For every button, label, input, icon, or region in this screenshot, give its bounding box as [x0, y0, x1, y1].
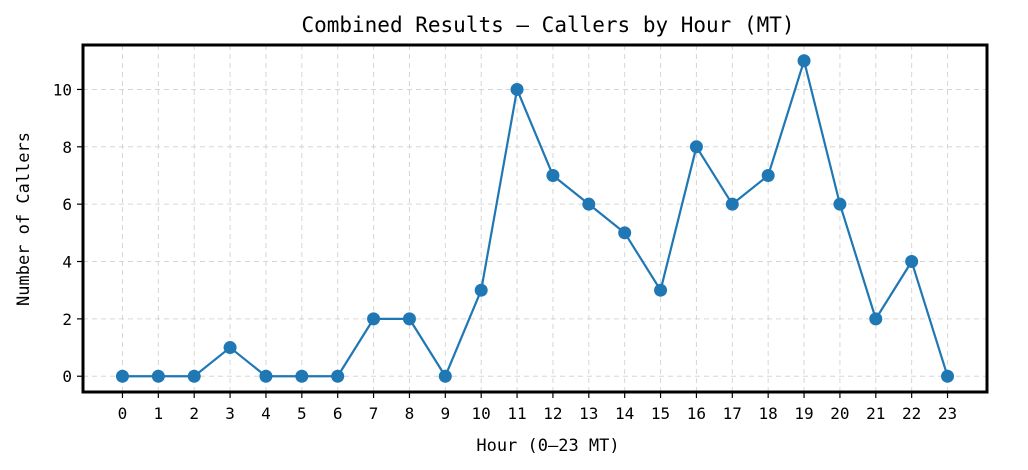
- chart-title: Combined Results — Callers by Hour (MT): [301, 13, 794, 37]
- data-point: [402, 312, 416, 326]
- data-point: [474, 283, 488, 297]
- x-tick-label: 0: [118, 404, 128, 423]
- x-tick-label: 7: [369, 404, 379, 423]
- data-point: [438, 369, 452, 383]
- x-tick-label: 23: [938, 404, 957, 423]
- x-tick-label: 16: [687, 404, 706, 423]
- data-point: [115, 369, 129, 383]
- data-point: [689, 140, 703, 154]
- y-tick-label: 4: [62, 253, 72, 272]
- x-tick-label: 22: [902, 404, 921, 423]
- y-tick-label: 8: [62, 138, 72, 157]
- x-tick-label: 15: [651, 404, 670, 423]
- data-point: [618, 226, 632, 240]
- plot-frame: [81, 43, 989, 394]
- x-tick-label: 13: [579, 404, 598, 423]
- data-point: [223, 341, 237, 355]
- x-tick-label: 3: [225, 404, 235, 423]
- axis-ticks: 0 1 2 3 4 5 6 7 8 9 10 11 12 13 14 15 16 17 18 19 20 21 22 2302…: [53, 80, 957, 423]
- data-point: [905, 255, 919, 269]
- data-point: [510, 82, 524, 96]
- data-point: [295, 369, 309, 383]
- data-point: [869, 312, 883, 326]
- x-tick-label: 5: [297, 404, 307, 423]
- x-tick-label: 1: [154, 404, 164, 423]
- x-tick-label: 12: [543, 404, 562, 423]
- x-tick-label: 9: [440, 404, 450, 423]
- data-point: [725, 197, 739, 211]
- data-point: [151, 369, 165, 383]
- x-tick-label: 17: [723, 404, 742, 423]
- x-tick-label: 6: [333, 404, 343, 423]
- y-tick-label: 2: [62, 310, 72, 329]
- data-point: [367, 312, 381, 326]
- data-point: [331, 369, 345, 383]
- data-point: [941, 369, 955, 383]
- data-point: [797, 54, 811, 68]
- series-layer: [115, 54, 955, 383]
- data-point: [546, 168, 560, 182]
- x-tick-label: 11: [507, 404, 526, 423]
- grid: [83, 45, 987, 392]
- y-axis-label: Number of Callers: [14, 132, 34, 306]
- x-tick-label: 10: [472, 404, 491, 423]
- y-tick-label: 6: [62, 195, 72, 214]
- x-tick-label: 20: [830, 404, 849, 423]
- x-tick-label: 4: [261, 404, 271, 423]
- x-tick-label: 14: [615, 404, 634, 423]
- series-line: [122, 59, 949, 378]
- data-point: [187, 369, 201, 383]
- x-tick-label: 18: [759, 404, 778, 423]
- x-tick-label: 21: [866, 404, 885, 423]
- x-tick-label: 2: [189, 404, 199, 423]
- data-point: [259, 369, 273, 383]
- data-point: [833, 197, 847, 211]
- x-axis-label: Hour (0–23 MT): [476, 436, 619, 456]
- y-tick-label: 10: [53, 80, 72, 99]
- x-tick-label: 19: [794, 404, 813, 423]
- y-tick-label: 0: [62, 367, 72, 386]
- x-tick-label: 8: [405, 404, 415, 423]
- data-point: [761, 168, 775, 182]
- data-point: [654, 283, 668, 297]
- data-point: [582, 197, 596, 211]
